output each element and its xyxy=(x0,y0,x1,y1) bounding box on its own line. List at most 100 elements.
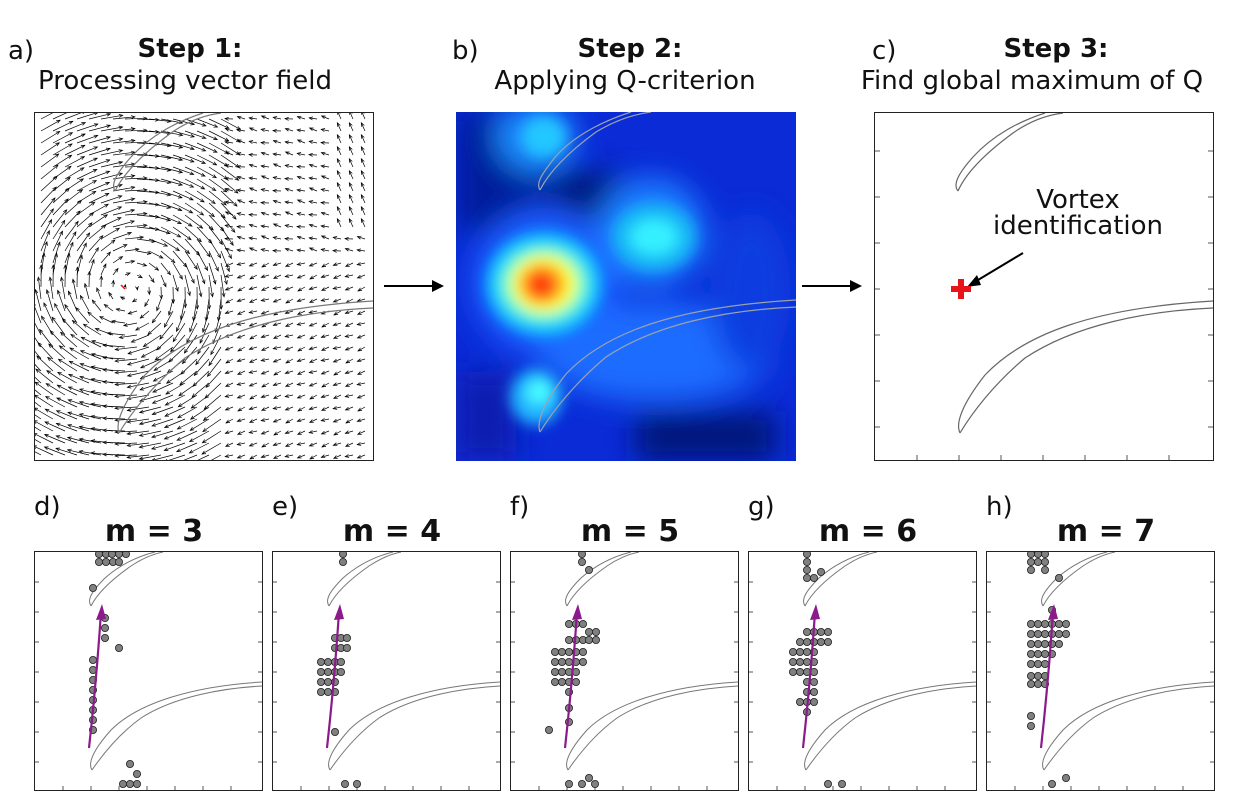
vortex-center-point xyxy=(1041,558,1050,566)
vortex-center-point xyxy=(817,567,826,576)
mode-panel-title: m = 5 xyxy=(580,514,680,549)
panel-a-subtitle: Processing vector field xyxy=(38,66,332,96)
vortex-center-point xyxy=(1027,552,1035,558)
vortex-center-point xyxy=(1055,630,1064,639)
vortex-center-point xyxy=(101,634,110,643)
mode-trajectory-plot xyxy=(749,552,976,790)
panel-c-title: Step 3: xyxy=(1003,34,1109,64)
vortex-center-point xyxy=(1027,711,1036,720)
vortex-center-point xyxy=(1041,565,1050,574)
vortex-center-point xyxy=(796,697,805,706)
vortex-center-point xyxy=(317,678,326,687)
vortex-center-point xyxy=(824,779,833,788)
vortex-center-point xyxy=(579,620,588,629)
trajectory-arrowhead-icon xyxy=(810,604,820,620)
mode-panel-title: m = 6 xyxy=(818,514,918,549)
vortex-center-point xyxy=(565,658,574,667)
vortex-center-point xyxy=(1055,573,1064,582)
vortex-center-point xyxy=(115,552,123,558)
q-criterion-heatmap xyxy=(456,112,796,461)
vortex-center-point xyxy=(803,565,812,574)
vortex-center-point xyxy=(1034,660,1043,669)
vortex-center-point xyxy=(337,668,346,677)
vortex-center-point xyxy=(1034,679,1043,688)
vortex-center-point xyxy=(585,636,594,645)
vortex-trajectory-line xyxy=(87,611,103,749)
vortex-center-point xyxy=(1048,779,1057,788)
vortex-center-point xyxy=(324,687,333,696)
vortex-center-point xyxy=(1027,679,1036,688)
panel-b-title: Step 2: xyxy=(577,34,683,64)
mode-panel-plot xyxy=(748,551,977,791)
mode-panel-title: m = 7 xyxy=(1056,514,1156,549)
mode-panel-letter: f) xyxy=(510,492,530,522)
vortex-center-point xyxy=(1041,660,1050,669)
vortex-center-point xyxy=(133,769,142,778)
vortex-center-point xyxy=(796,648,805,657)
vortex-center-point xyxy=(803,658,812,667)
vortex-center-point xyxy=(572,678,581,687)
vortex-marker-icon xyxy=(951,279,971,299)
vortex-center-point xyxy=(565,620,574,629)
vortex-center-point xyxy=(1034,552,1042,558)
vortex-center-point xyxy=(545,725,554,734)
panel-a-title: Step 1: xyxy=(137,34,243,64)
max-q-plot xyxy=(875,113,1213,460)
vortex-center-point xyxy=(803,638,812,647)
vortex-center-point xyxy=(1034,650,1043,659)
vortex-center-point xyxy=(317,668,326,677)
vortex-center-point xyxy=(838,779,847,788)
vortex-center-point xyxy=(592,628,601,637)
vortex-center-point xyxy=(1027,672,1036,681)
vortex-center-point xyxy=(89,584,98,593)
vortex-center-point xyxy=(1062,773,1071,782)
vortex-center-point xyxy=(339,558,348,566)
vortex-center-point xyxy=(565,636,574,645)
vortex-center-point xyxy=(133,779,142,788)
vortex-center-point xyxy=(558,668,567,677)
vortex-center-point xyxy=(796,638,805,647)
mode-panel-title: m = 4 xyxy=(342,514,442,549)
panel-b-subtitle: Applying Q-criterion xyxy=(494,66,756,96)
vortex-center-point xyxy=(1041,620,1050,629)
vortex-center-point xyxy=(353,779,362,788)
vortex-center-point xyxy=(1034,630,1043,639)
vortex-center-point xyxy=(565,648,574,657)
vortex-center-point xyxy=(1027,620,1036,629)
vortex-trajectory-line xyxy=(801,611,817,749)
mode-trajectory-plot xyxy=(273,552,500,790)
trajectory-arrowhead-icon xyxy=(1048,604,1058,620)
panel-b-letter: b) xyxy=(452,36,479,66)
vortex-center-point xyxy=(343,634,352,643)
vortex-center-point xyxy=(796,668,805,677)
vortex-center-point xyxy=(89,656,98,665)
panel-c-letter: c) xyxy=(872,36,897,66)
vortex-center-point xyxy=(824,638,833,647)
vortex-center-point xyxy=(578,552,586,558)
vortex-center-point xyxy=(558,648,567,657)
vortex-trajectory-line xyxy=(563,611,579,749)
vortex-center-point xyxy=(324,668,333,677)
mode-panel-letter: g) xyxy=(748,492,775,522)
vortex-center-point xyxy=(565,779,574,788)
vortex-center-point xyxy=(591,779,600,788)
vortex-center-point xyxy=(803,628,812,637)
vortex-center-point xyxy=(1041,640,1050,649)
vortex-center-point xyxy=(803,552,811,558)
panel-c-subtitle: Find global maximum of Q xyxy=(860,66,1204,96)
flow-arrow-icon xyxy=(802,280,862,292)
vortex-center-point xyxy=(1027,721,1036,730)
vortex-center-point xyxy=(817,638,826,647)
vortex-center-point xyxy=(1034,558,1043,566)
vortex-center-point xyxy=(122,552,130,558)
vortex-center-point xyxy=(585,628,594,637)
vortex-center-point xyxy=(343,644,352,653)
vortex-center-point xyxy=(592,636,601,645)
vortex-center-point xyxy=(126,779,135,788)
vortex-center-point xyxy=(578,779,587,788)
vortex-center-point xyxy=(1027,660,1036,669)
vortex-center-point xyxy=(585,565,594,574)
vortex-center-point xyxy=(1027,650,1036,659)
vortex-center-point xyxy=(1055,640,1064,649)
